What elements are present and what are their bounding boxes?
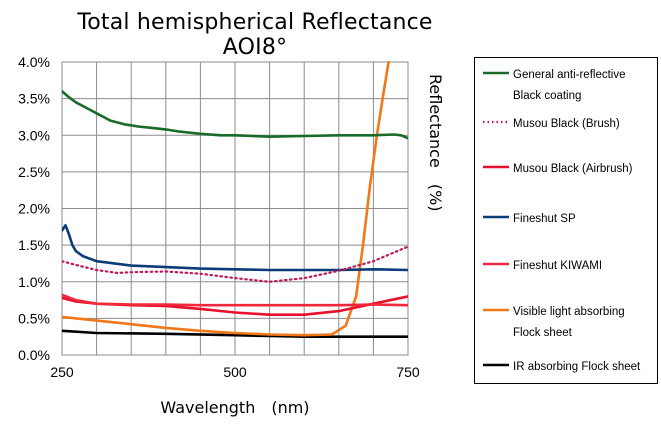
legend-label: Musou Black (Brush): [513, 118, 620, 130]
legend-label: Fineshut SP: [513, 213, 576, 225]
y-tick-label: 2.5%: [18, 164, 50, 180]
y-tick-label: 2.0%: [18, 201, 50, 217]
legend-label: Visible light absorbing: [513, 306, 625, 318]
x-tick-label: 500: [223, 364, 247, 380]
y-tick-label: 0.0%: [18, 347, 50, 363]
x-axis-label: Wavelength (nm): [160, 398, 310, 417]
y-axis-label-text: Reflectance (%): [426, 74, 445, 212]
legend-label: General anti-reflective: [513, 69, 626, 81]
legend-label: Musou Black (Airbrush): [513, 163, 633, 175]
series-line-4: [62, 224, 408, 272]
legend-swatches: General anti-reflective Black coating Muso…: [483, 69, 641, 373]
legend-label: Black coating: [513, 90, 581, 102]
series-line-5: [62, 293, 408, 307]
plot-frame: [61, 61, 409, 356]
series-line-1: [62, 90, 408, 140]
legend-label: IR absorbing Flock sheet: [513, 361, 641, 373]
y-tick-label: 3.0%: [18, 127, 50, 143]
y-tick-label: 4.0%: [18, 54, 50, 70]
y-tick-label: 0.5%: [18, 310, 50, 326]
legend-label: Fineshut KIWAMI: [513, 260, 602, 272]
legend-label: Flock sheet: [513, 327, 573, 339]
y-tick-label: 1.5%: [18, 237, 50, 253]
x-tick-label: 750: [396, 364, 420, 380]
y-tick-label: 1.0%: [18, 274, 50, 290]
legend: General anti-reflective Black coating Muso…: [474, 57, 658, 384]
series-line-6: [62, 61, 390, 337]
chart-title: Total hemispherical Reflectance AOI8°: [77, 10, 433, 60]
x-tick-label: 250: [50, 364, 74, 380]
series-line-2: [62, 245, 408, 283]
series-line-7: [62, 329, 408, 339]
grid-lines: [61, 61, 409, 356]
y-tick-label: 3.5%: [18, 91, 50, 107]
